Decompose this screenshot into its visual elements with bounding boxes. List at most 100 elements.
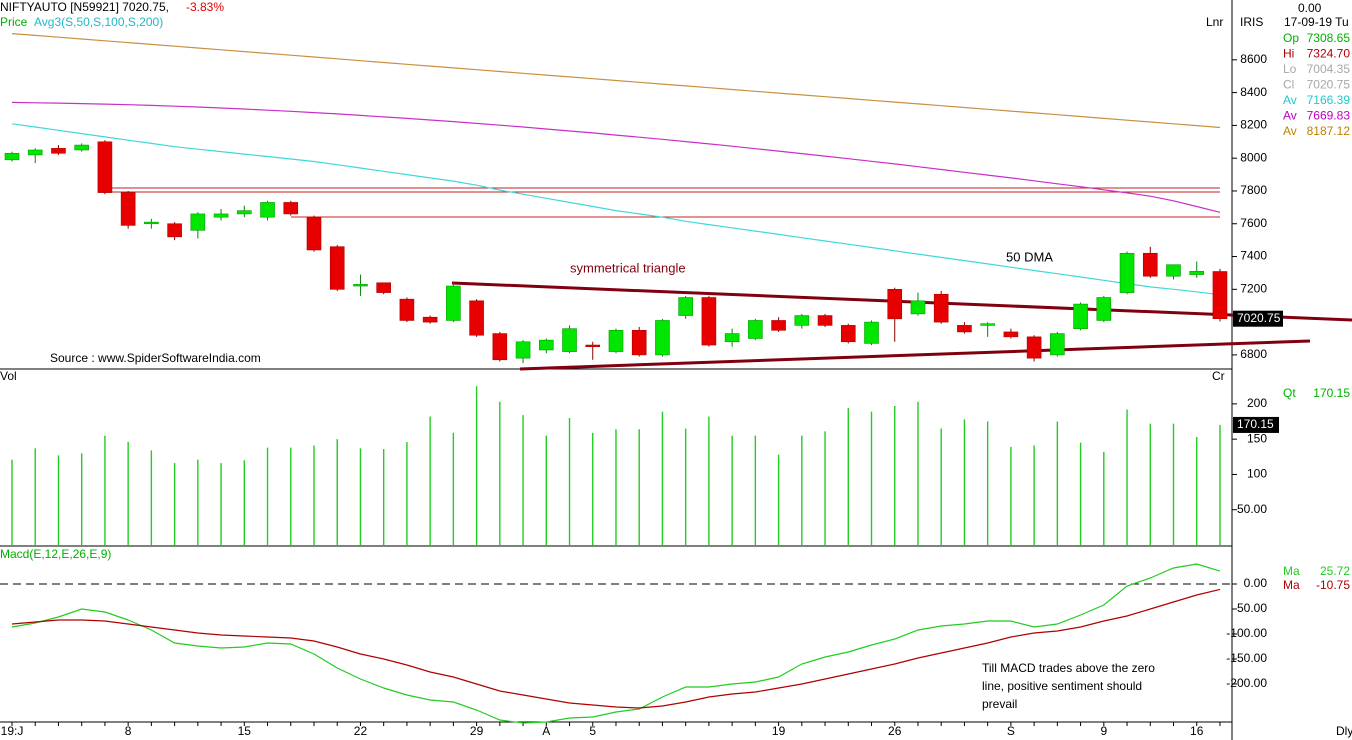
candle-body xyxy=(678,297,693,316)
volume-bar xyxy=(1126,409,1128,545)
x-tick-label: S xyxy=(1007,724,1015,738)
info-date: 17-09-19 Tu xyxy=(1284,15,1349,29)
volume-bar xyxy=(1033,445,1035,545)
x-tick-label: 29 xyxy=(470,724,484,738)
value-tag xyxy=(1233,416,1279,433)
x-tick-label: 19:J xyxy=(1,724,24,738)
line xyxy=(11,123,1221,296)
candle-body xyxy=(283,202,299,215)
panel-title: Macd(E,12,E,26,E,9) xyxy=(0,547,111,561)
volume-bar xyxy=(708,416,710,545)
value-tag-label: 170.15 xyxy=(1237,417,1274,431)
y-tick-label: 0.00 xyxy=(1244,576,1268,590)
candle-body xyxy=(724,333,740,343)
volume-bar xyxy=(150,450,153,545)
volume-bar xyxy=(290,447,292,545)
volume-bar xyxy=(824,431,826,545)
volume-bar xyxy=(127,441,129,545)
line xyxy=(11,33,1221,129)
x-tick-label: 26 xyxy=(888,724,902,738)
candle-body xyxy=(120,192,136,226)
candle-body xyxy=(329,246,345,290)
volume-bar xyxy=(894,405,896,545)
volume-bar xyxy=(220,463,222,545)
volume-bar xyxy=(406,441,408,545)
volume-bar xyxy=(1056,421,1059,545)
info-label: Op xyxy=(1283,31,1299,45)
volume-bar xyxy=(336,439,338,545)
candle-body xyxy=(910,300,926,315)
tool: IRIS xyxy=(1240,15,1263,29)
y-tick-label: 6800 xyxy=(1240,347,1267,361)
source: Source : www.SpiderSoftwareIndia.com xyxy=(50,351,261,365)
volume-bar xyxy=(243,460,245,545)
volume-bar xyxy=(522,415,524,545)
volume-bar xyxy=(475,386,478,545)
volume-bar xyxy=(731,435,733,545)
volume-bar xyxy=(1172,423,1175,545)
x-tick-label: 9 xyxy=(1100,724,1107,738)
candle-body xyxy=(492,333,508,361)
volume-bar xyxy=(754,435,757,545)
candle-body xyxy=(608,329,624,352)
volume-bar xyxy=(452,432,455,545)
volume-bar xyxy=(80,453,83,545)
price-tag-label: 7020.75 xyxy=(1237,311,1281,325)
candle-body xyxy=(701,297,717,346)
annotation: symmetrical triangle xyxy=(570,260,686,275)
info-value: 7324.70 xyxy=(1307,47,1351,61)
panel-title: Vol xyxy=(0,369,17,383)
period: Dly xyxy=(1336,724,1352,738)
info-value: 7166.39 xyxy=(1307,93,1351,107)
y-tick-label: -50.00 xyxy=(1233,601,1267,615)
indicator: Avg3(S,50,S,100,S,200) xyxy=(34,15,163,29)
candle-body xyxy=(887,289,903,320)
info-value: 7020.75 xyxy=(1307,78,1351,92)
info-value: 7669.83 xyxy=(1307,109,1351,123)
candle-body xyxy=(74,144,89,151)
info-label: Cl xyxy=(1283,78,1294,92)
candle-body xyxy=(864,321,879,344)
volume-bar xyxy=(1149,423,1151,545)
info-label: Av xyxy=(1283,109,1297,123)
candle-body xyxy=(353,284,368,287)
candle-body xyxy=(167,223,182,238)
y-tick-label: 7600 xyxy=(1240,216,1267,230)
volume-bar xyxy=(684,428,687,545)
y-tick-label: 7200 xyxy=(1240,281,1267,295)
line xyxy=(11,101,1221,213)
info-label: Av xyxy=(1283,124,1297,138)
candle-body xyxy=(237,210,252,215)
candle-body xyxy=(562,328,577,352)
candle-body xyxy=(27,149,43,156)
volume-bar xyxy=(1196,437,1198,545)
info-label: Av xyxy=(1283,93,1297,107)
volume-bar xyxy=(917,401,919,545)
candle-body xyxy=(306,216,322,251)
volume-bar xyxy=(173,463,176,545)
volume-bar xyxy=(870,411,873,545)
candle-body xyxy=(585,344,601,347)
candle-body xyxy=(469,300,484,336)
x-tick-label: 19 xyxy=(772,724,786,738)
volume-bar xyxy=(1079,442,1082,545)
volume-bar xyxy=(382,449,385,545)
candle-body xyxy=(1026,336,1042,359)
note: Till MACD trades above the zero xyxy=(982,661,1155,675)
line xyxy=(11,563,1221,724)
candle-body xyxy=(817,315,833,326)
x-tick-label: 8 xyxy=(125,724,132,738)
y-tick-label: 150 xyxy=(1247,431,1267,445)
y-tick-label: 8000 xyxy=(1240,150,1267,164)
legend-value: 170.15 xyxy=(1313,386,1350,400)
volume-bar xyxy=(661,411,664,545)
legend-value: -10.75 xyxy=(1316,578,1350,592)
volume-bar xyxy=(963,419,966,545)
legend-value: 25.72 xyxy=(1320,564,1350,578)
candle-body xyxy=(1003,331,1019,338)
candle-body xyxy=(1050,333,1065,356)
candle-body xyxy=(1212,271,1228,320)
volume-bar xyxy=(104,435,106,545)
volume-bar xyxy=(1219,424,1221,545)
